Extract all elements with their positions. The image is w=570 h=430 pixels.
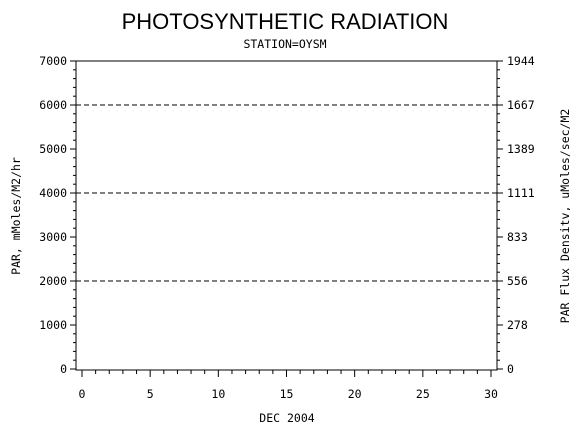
chart-title: PHOTOSYNTHETIC RADIATION [122,9,449,34]
y-tick-label-right: 1111 [507,186,535,200]
y-tick-label-right: 278 [507,318,528,332]
y-tick-label-right: 1667 [507,98,535,112]
y-axis-label-left: PAR, mMoles/M2/hr [9,157,23,275]
y-tick-label: 2000 [39,274,67,288]
x-tick-label: 25 [416,387,430,401]
y-tick-label: 0 [60,362,67,376]
y-tick-label-right: 556 [507,274,528,288]
x-tick-label: 20 [348,387,362,401]
x-tick-label: 5 [147,387,154,401]
y-axis-label-right: PAR Flux Densitv, uMoles/sec/M2 [558,109,570,324]
y-tick-label: 7000 [39,54,67,68]
y-tick-label-right: 833 [507,230,528,244]
x-tick-label: 30 [484,387,498,401]
plot-frame [75,60,498,371]
y-tick-label: 3000 [39,230,67,244]
grid-lines [76,104,497,282]
x-tick-label: 0 [79,387,86,401]
y-tick-label: 6000 [39,98,67,112]
axis-ticks [70,60,503,377]
x-axis-label: DEC 2004 [259,411,314,425]
x-tick-label: 15 [280,387,294,401]
y-tick-label-right: 1389 [507,142,535,156]
y-tick-label: 5000 [39,142,67,156]
y-tick-label-right: 1944 [507,54,535,68]
x-tick-label: 10 [211,387,225,401]
y-tick-label: 4000 [39,186,67,200]
y-tick-label: 1000 [39,318,67,332]
chart-subtitle: STATION=OYSM [243,37,326,51]
y-tick-label-right: 0 [507,362,514,376]
